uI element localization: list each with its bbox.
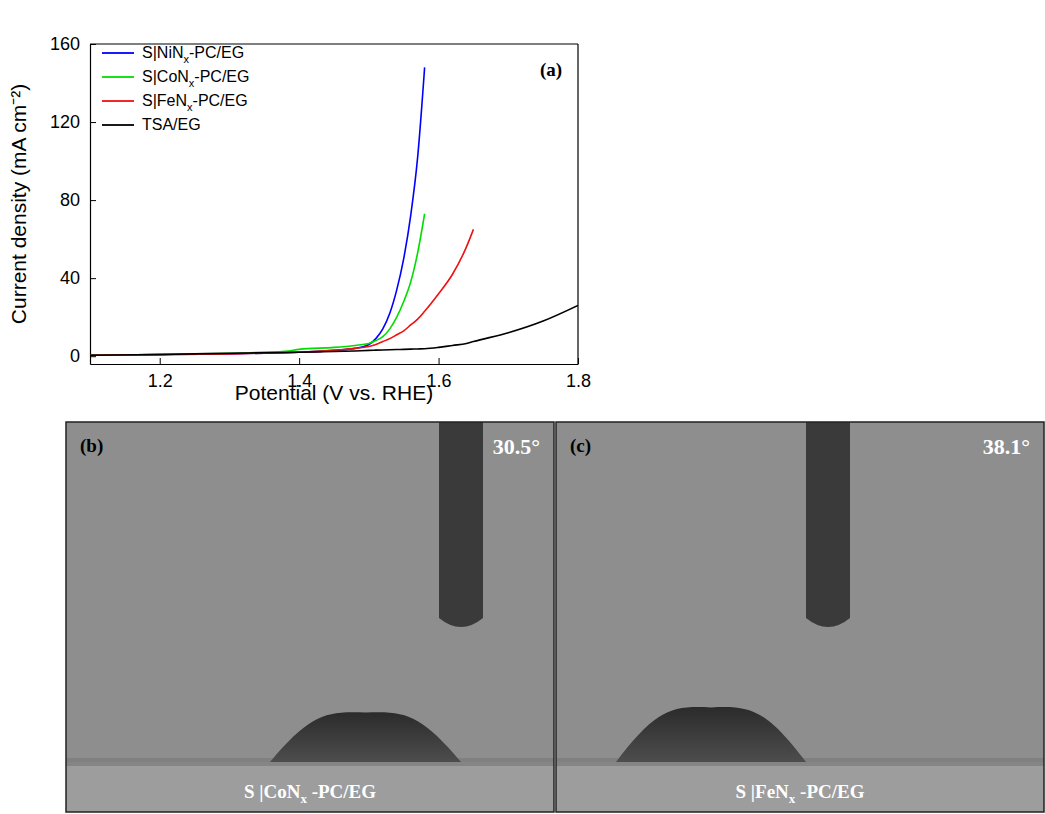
tick: 40 (60, 268, 96, 288)
tick-label: 80 (60, 190, 80, 210)
substrate (66, 762, 554, 812)
needle (439, 422, 483, 627)
tick-label: 0 (70, 346, 80, 366)
panel-letter: (a) (540, 59, 562, 81)
chart-a: 1.21.41.61.804080120160Potential (V vs. … (7, 34, 591, 404)
tick-mark (160, 358, 161, 364)
y-axis: 0 40 80 120 160 (50, 34, 96, 366)
needle (806, 422, 850, 627)
y-axis-title: Current density (mA cm⁻²) (7, 84, 30, 324)
substrate (556, 762, 1044, 812)
tick-mark (90, 200, 96, 201)
tick-mark (90, 122, 96, 123)
plot-area (90, 67, 578, 355)
legend: S|NiNx-PC/EG S|CoNx-PC/EG S|FeNx-PC/EG TSA/… (102, 44, 249, 133)
series-line (90, 305, 578, 355)
contact-angle: 38.1° (983, 434, 1030, 459)
tick-mark (439, 358, 440, 364)
series-line (90, 67, 425, 355)
tick-mark (578, 358, 579, 364)
panel-letter: (b) (80, 435, 103, 457)
legend-label: S|FeNx-PC/EG (142, 92, 248, 113)
series-line (90, 214, 425, 355)
tick-label: 160 (50, 34, 80, 54)
tick: 1.8 (566, 358, 591, 391)
legend-label: TSA/EG (142, 116, 201, 133)
photo-panel: (b) 30.5° S |CoNx -PC/EG (66, 422, 554, 812)
panel-letter: (c) (570, 435, 591, 457)
series-line (90, 229, 473, 355)
x-axis-title: Potential (V vs. RHE) (235, 381, 433, 404)
tick-label: 40 (60, 268, 80, 288)
axis-line (90, 45, 91, 365)
legend-label: S|NiNx-PC/EG (142, 44, 244, 65)
tick: 120 (50, 112, 96, 132)
tick-mark (299, 358, 300, 364)
tick-mark (90, 356, 96, 357)
tick-label: 1.2 (148, 371, 173, 391)
axis-line (91, 364, 579, 365)
tick: 160 (50, 34, 96, 54)
legend-swatch (102, 52, 134, 54)
sample-label: S |FeNx -PC/EG (736, 781, 865, 806)
tick: 80 (60, 190, 96, 210)
legend-label: S|CoNx-PC/EG (142, 68, 249, 89)
tick: 0 (70, 346, 96, 366)
legend-swatch (102, 76, 134, 78)
tick: 1.2 (148, 358, 173, 391)
figure: 1.21.41.61.804080120160Potential (V vs. … (0, 0, 1045, 814)
frame-right (577, 44, 578, 364)
photo-background (66, 422, 554, 812)
sample-label: S |CoNx -PC/EG (244, 781, 376, 806)
contact-angle: 30.5° (493, 434, 540, 459)
photo-panel: (c) 38.1° S |FeNx -PC/EG (556, 422, 1044, 812)
legend-swatch (102, 124, 134, 126)
photo-background (556, 422, 1044, 812)
legend-swatch (102, 100, 134, 102)
tick-mark (90, 278, 96, 279)
droplet (270, 712, 461, 762)
photo-border (556, 422, 1044, 812)
tick-label: 120 (50, 112, 80, 132)
tick-label: 1.8 (566, 371, 591, 391)
photo-border (66, 422, 554, 812)
tick-mark (90, 44, 96, 45)
droplet (616, 707, 806, 762)
